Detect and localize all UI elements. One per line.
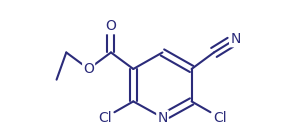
Text: N: N	[157, 111, 168, 125]
Text: Cl: Cl	[98, 111, 112, 125]
Text: O: O	[83, 62, 94, 76]
Text: N: N	[230, 32, 240, 46]
Text: O: O	[105, 19, 116, 33]
Text: Cl: Cl	[213, 111, 227, 125]
